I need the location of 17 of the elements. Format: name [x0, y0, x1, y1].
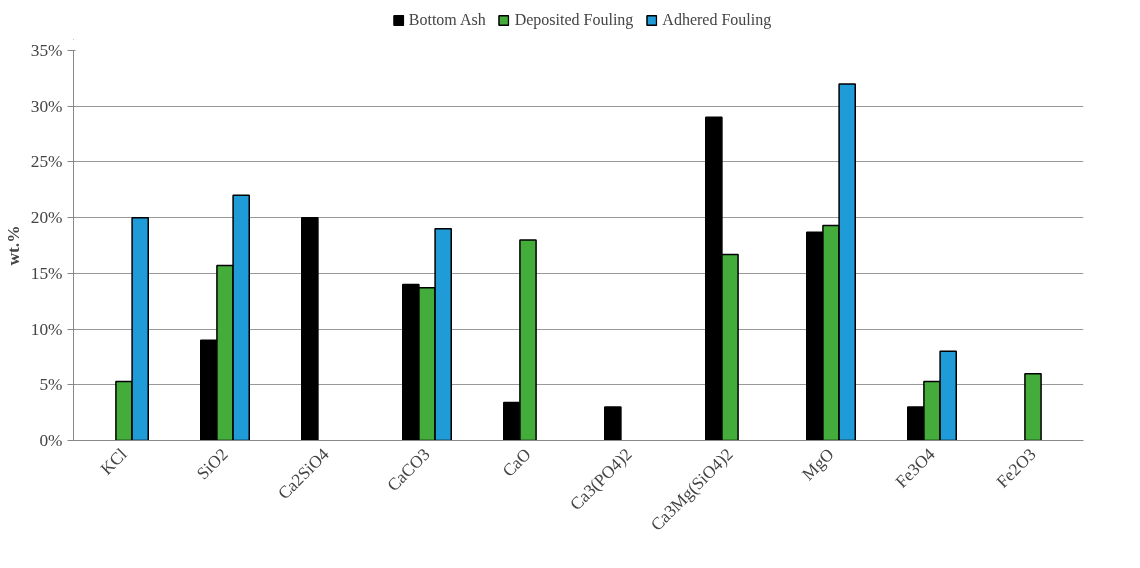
bar [301, 216, 319, 441]
y-tick-label: 0% [39, 431, 63, 450]
x-tick-label: CaO [498, 444, 535, 481]
y-tick-label: 15% [30, 263, 63, 283]
bar [604, 406, 622, 441]
legend-label: Bottom Ash [408, 11, 486, 29]
y-tick-label: 20% [30, 208, 63, 228]
y-tick-label: 35% [30, 41, 63, 60]
y-tick-label: 10% [30, 319, 63, 339]
x-tick-label: KCl [96, 444, 131, 479]
bar [1024, 372, 1042, 441]
y-tick-label: 25% [30, 152, 63, 172]
legend-label: Deposited Fouling [514, 11, 634, 29]
y-tick-label: 30% [30, 96, 63, 116]
y-axis-title: wt.% [3, 225, 23, 266]
y-tick-label: 5% [39, 375, 63, 395]
legend-label: Adhered Fouling [662, 11, 772, 29]
